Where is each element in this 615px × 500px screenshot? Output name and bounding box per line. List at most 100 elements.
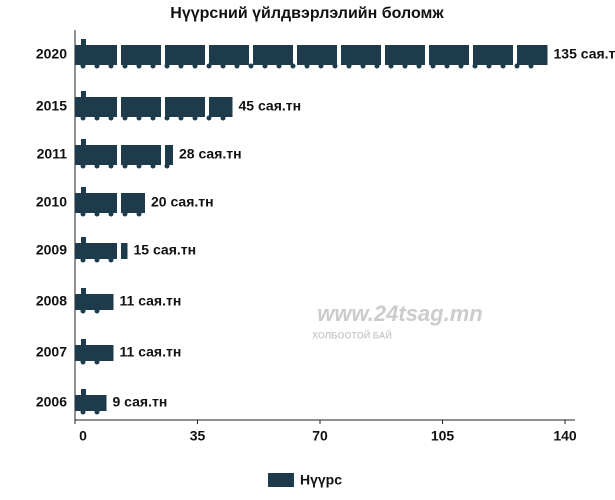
wheel: [206, 63, 212, 69]
y-tick-label: 2015: [36, 98, 67, 114]
y-tick-label: 2008: [36, 293, 67, 309]
wheel: [374, 63, 380, 69]
chimney: [81, 91, 86, 97]
wheel: [332, 63, 338, 69]
chimney: [81, 237, 86, 243]
wheel: [290, 63, 296, 69]
wheel: [248, 63, 254, 69]
wheel: [304, 63, 310, 69]
wheel: [472, 63, 478, 69]
chimney: [81, 339, 86, 345]
wheel: [318, 63, 324, 69]
wheel: [136, 163, 142, 169]
wheel: [262, 63, 268, 69]
wheel: [416, 63, 422, 69]
wheel: [388, 63, 394, 69]
wheel: [164, 63, 170, 69]
wheel: [514, 63, 520, 69]
car-gap: [469, 44, 473, 66]
wheel: [94, 359, 100, 365]
car-gap: [425, 44, 429, 66]
y-tick-label: 2010: [36, 194, 67, 210]
wheel: [150, 115, 156, 121]
value-label: 28 сая.тн: [179, 146, 242, 162]
bar: [75, 45, 548, 65]
car-gap: [161, 144, 165, 166]
wheel: [458, 63, 464, 69]
car-gap: [337, 44, 341, 66]
legend-label: Нүүрс: [300, 472, 342, 488]
value-label: 11 сая.тн: [120, 293, 182, 309]
chart-title: Нүүрсний үйлдвэрлэлийн боломж: [170, 5, 444, 22]
wheel: [192, 115, 198, 121]
wheel: [122, 211, 128, 217]
wheel: [402, 63, 408, 69]
x-tick-label: 0: [79, 428, 87, 444]
wheel: [122, 63, 128, 69]
wheel: [136, 63, 142, 69]
chimney: [81, 39, 86, 45]
wheel: [108, 63, 114, 69]
bar: [75, 243, 128, 259]
bar: [75, 395, 107, 411]
car-gap: [381, 44, 385, 66]
wheel: [80, 359, 86, 365]
car-gap: [205, 96, 209, 118]
wheel: [276, 63, 282, 69]
wheel: [94, 409, 100, 415]
car-gap: [249, 44, 253, 66]
wheel: [80, 308, 86, 314]
chimney: [81, 288, 86, 294]
legend-swatch: [268, 473, 294, 487]
car-gap: [205, 44, 209, 66]
car-gap: [117, 144, 121, 166]
value-label: 9 сая.тн: [113, 394, 168, 410]
wheel: [80, 63, 86, 69]
wheel: [94, 211, 100, 217]
wheel: [360, 63, 366, 69]
wheel: [220, 63, 226, 69]
wheel: [430, 63, 436, 69]
car-gap: [513, 44, 517, 66]
value-label: 135 сая.тн: [554, 46, 615, 62]
y-tick-label: 2007: [36, 344, 67, 360]
wheel: [178, 63, 184, 69]
wheel: [94, 63, 100, 69]
watermark-tagline: ХОЛБООТОЙ БАЙ: [312, 329, 392, 340]
x-tick-label: 70: [312, 428, 328, 444]
wheel: [94, 163, 100, 169]
car-gap: [117, 242, 121, 260]
wheel: [80, 257, 86, 263]
y-tick-label: 2020: [36, 46, 67, 62]
wheel: [108, 115, 114, 121]
wheel: [80, 163, 86, 169]
value-label: 20 сая.тн: [151, 194, 214, 210]
wheel: [234, 63, 240, 69]
value-label: 45 сая.тн: [239, 98, 302, 114]
car-gap: [117, 96, 121, 118]
wheel: [164, 115, 170, 121]
wheel: [108, 163, 114, 169]
wheel: [108, 211, 114, 217]
y-tick-label: 2011: [37, 146, 68, 162]
wheel: [94, 308, 100, 314]
car-gap: [117, 44, 121, 66]
chimney: [81, 389, 86, 395]
wheel: [444, 63, 450, 69]
wheel: [108, 257, 114, 263]
wheel: [164, 163, 170, 169]
chimney: [81, 139, 86, 145]
car-gap: [161, 44, 165, 66]
wheel: [80, 115, 86, 121]
wheel: [192, 63, 198, 69]
wheel: [80, 409, 86, 415]
wheel: [150, 63, 156, 69]
y-tick-label: 2009: [36, 242, 67, 258]
wheel: [178, 115, 184, 121]
value-label: 11 сая.тн: [120, 344, 182, 360]
bar: [75, 345, 114, 361]
car-gap: [117, 192, 121, 214]
chimney: [81, 187, 86, 193]
wheel: [94, 115, 100, 121]
x-tick-label: 35: [190, 428, 206, 444]
